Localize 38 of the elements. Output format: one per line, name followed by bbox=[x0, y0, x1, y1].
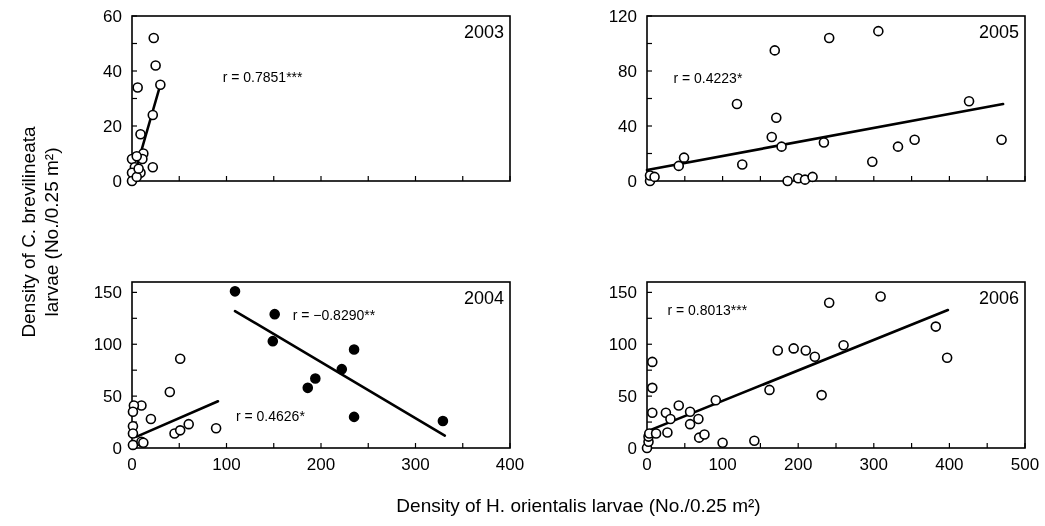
annotation: r = 0.4626* bbox=[235, 408, 306, 425]
y-tick-label: 60 bbox=[103, 6, 122, 26]
y-tick-label: 80 bbox=[618, 61, 637, 81]
x-tick-label: 300 bbox=[401, 455, 430, 474]
annotation: 2004 bbox=[463, 288, 504, 308]
annotation: r = 0.7851*** bbox=[222, 68, 304, 85]
y-tick-label: 0 bbox=[112, 171, 122, 191]
y-tick-label: 0 bbox=[112, 438, 122, 458]
y-tick-label: 0 bbox=[627, 171, 637, 191]
x-tick-label: 400 bbox=[495, 455, 525, 474]
x-tick-label: 0 bbox=[642, 455, 652, 474]
y-axis-title: Density of C. brevilineata larvae (No./0.25 m²) bbox=[18, 125, 63, 338]
y-tick-label: 0 bbox=[627, 438, 637, 458]
x-tick-label: 400 bbox=[935, 455, 964, 474]
annotation: 2003 bbox=[463, 22, 504, 42]
y-tick-label: 50 bbox=[103, 387, 122, 407]
y-tick-label: 20 bbox=[103, 116, 122, 136]
annotation: r = 0.8013*** bbox=[667, 302, 748, 319]
x-tick-label: 200 bbox=[784, 455, 813, 474]
annotation: r = 0.4223* bbox=[673, 69, 743, 86]
x-axis-title: Density of H. orientalis larvae (No./0.25 m²) bbox=[396, 495, 761, 516]
annotation: 2006 bbox=[978, 288, 1019, 308]
annotation: 2005 bbox=[978, 22, 1019, 42]
y-tick-label: 100 bbox=[93, 335, 122, 355]
y-tick-label: 120 bbox=[608, 6, 637, 26]
x-tick-label: 500 bbox=[1010, 455, 1040, 474]
y-tick-label: 40 bbox=[103, 61, 122, 81]
x-tick-label: 300 bbox=[859, 455, 888, 474]
annotation: r = −0.8290** bbox=[292, 307, 376, 324]
y-tick-label: 100 bbox=[608, 335, 637, 355]
x-tick-label: 100 bbox=[212, 455, 241, 474]
y-tick-label: 40 bbox=[618, 116, 637, 136]
y-tick-label: 150 bbox=[608, 283, 637, 303]
y-tick-label: 50 bbox=[618, 387, 637, 407]
y-tick-label: 150 bbox=[93, 283, 122, 303]
x-tick-label: 200 bbox=[306, 455, 336, 474]
x-tick-label: 0 bbox=[127, 455, 137, 474]
x-tick-label: 100 bbox=[708, 455, 737, 474]
